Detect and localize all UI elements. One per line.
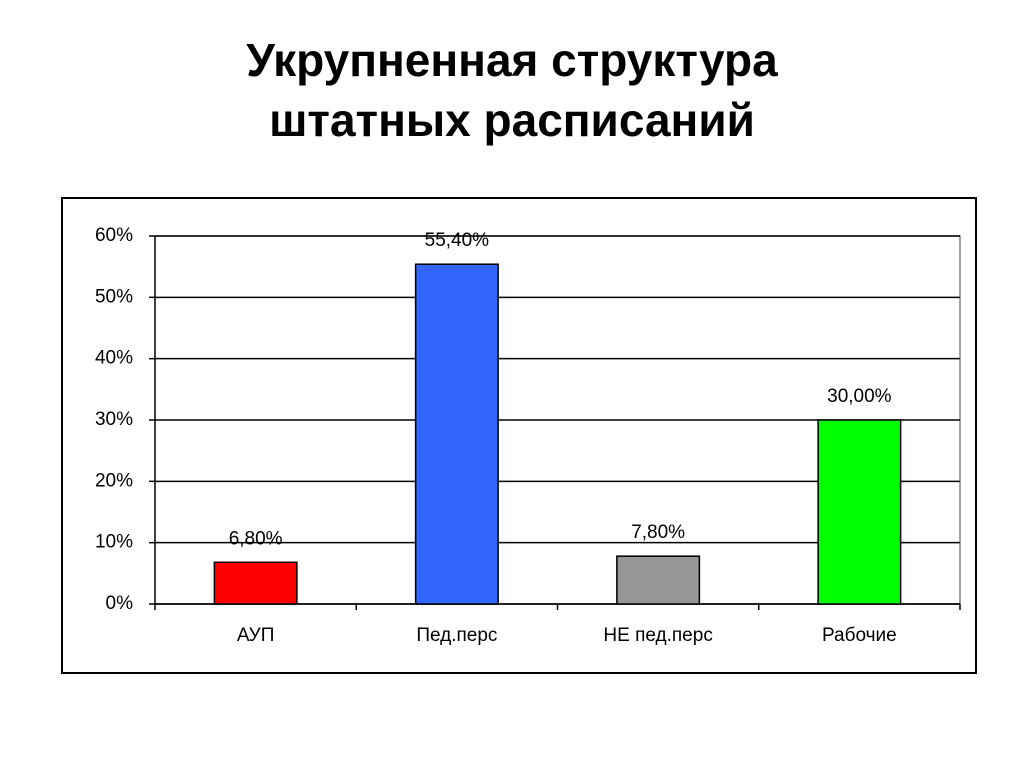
data-label: 6,80%: [229, 528, 283, 549]
data-label: 7,80%: [631, 522, 685, 543]
x-tick-label: АУП: [237, 625, 275, 646]
y-tick-label: 10%: [95, 532, 133, 553]
x-tick-label: НЕ пед.перс: [603, 625, 712, 646]
x-tick-label: Рабочие: [822, 625, 897, 646]
y-tick-label: 20%: [95, 470, 133, 491]
chart-title: Укрупненная структура штатных расписаний: [246, 34, 778, 146]
bar: [817, 419, 902, 605]
y-tick-label: 0%: [106, 593, 134, 614]
data-label: 30,00%: [827, 386, 892, 407]
title-box: Укрупненная структура штатных расписаний: [0, 30, 1024, 150]
y-tick-label: 60%: [95, 225, 133, 246]
data-label: 55,40%: [425, 230, 490, 251]
y-tick-label: 40%: [95, 348, 133, 369]
y-tick-label: 30%: [95, 409, 133, 430]
bar: [213, 561, 298, 605]
x-tick-label: Пед.перс: [416, 625, 497, 646]
bar: [414, 263, 499, 605]
y-tick-label: 50%: [95, 286, 133, 307]
bar: [616, 555, 701, 605]
